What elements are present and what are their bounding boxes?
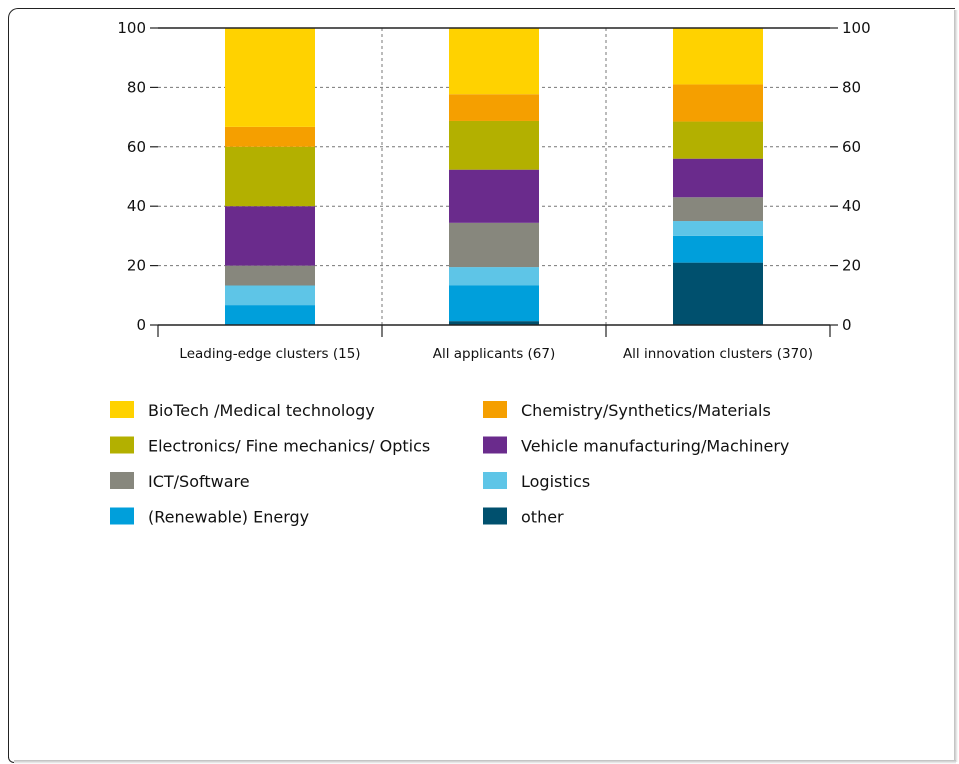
legend-label-ict-software: ICT/Software (148, 472, 250, 491)
legend-swatch-vehicle-manufacturing-machinery (483, 436, 507, 454)
legend-label-logistics: Logistics (521, 472, 590, 491)
y-tick-label-right-80: 80 (842, 78, 861, 96)
bar-segment-3-biotech-medical-technology (673, 28, 763, 85)
legend-swatch-electronics-fine-mechanics-optics (110, 436, 134, 454)
bar-segment-1-vehicle-manufacturing-machinery (225, 206, 315, 266)
legend-label-electronics-fine-mechanics-optics: Electronics/ Fine mechanics/ Optics (148, 437, 430, 456)
frame-shadow-bottom (14, 760, 956, 764)
bar-segment-3-ict-software (673, 197, 763, 222)
axes (157, 27, 831, 337)
bar-segment-2-biotech-medical-technology (449, 28, 539, 95)
bar-segment-2-other (449, 321, 539, 325)
y-tick-label-left-100: 100 (117, 19, 146, 37)
x-category-label-2: All applicants (67) (433, 346, 556, 362)
x-category-label-3: All innovation clusters (370) (623, 346, 813, 362)
y-tick-label-right-60: 60 (842, 138, 861, 156)
bar-segment-1-biotech-medical-technology (225, 28, 315, 127)
legend-swatch-chemistry-synthetics-materials (483, 401, 507, 418)
figure-frame (8, 8, 955, 758)
bars (225, 28, 763, 325)
legend-swatch-ict-software (110, 472, 134, 489)
y-tick-label-left-60: 60 (127, 138, 146, 156)
legend-label-vehicle-manufacturing-machinery: Vehicle manufacturing/Machinery (521, 437, 789, 456)
y-tick-label-left-20: 20 (127, 257, 146, 275)
y-tick-label-left-40: 40 (127, 197, 146, 215)
legend-label-other: other (521, 508, 564, 527)
y-tick-label-right-100: 100 (842, 19, 871, 37)
y-tick-label-left-0: 0 (136, 316, 146, 334)
bar-segment-2-renewable-energy (449, 285, 539, 322)
x-axis-categories: Leading-edge clusters (15) All applicants… (179, 346, 813, 362)
y-tick-label-right-20: 20 (842, 257, 861, 275)
legend-swatch-logistics (483, 472, 507, 489)
y-tick-label-right-0: 0 (842, 316, 852, 334)
legend-label-biotech-medical-technology: BioTech /Medical technology (148, 401, 375, 420)
bar-segment-3-logistics (673, 221, 763, 236)
bar-segment-1-renewable-energy (225, 305, 315, 325)
y-tick-label-right-40: 40 (842, 197, 861, 215)
bar-segment-3-other (673, 262, 763, 325)
bar-segment-1-chemistry-synthetics-materials (225, 126, 315, 147)
bar-segment-2-electronics-fine-mechanics-optics (449, 120, 539, 170)
frame-shadow-right (954, 10, 958, 762)
y-tick-label-left-80: 80 (127, 78, 146, 96)
bar-segment-3-chemistry-synthetics-materials (673, 84, 763, 122)
bar-segment-1-logistics (225, 285, 315, 306)
legend-label-chemistry-synthetics-materials: Chemistry/Synthetics/Materials (521, 401, 771, 420)
bar-segment-1-electronics-fine-mechanics-optics (225, 146, 315, 207)
legend-swatch-biotech-medical-technology (110, 401, 134, 418)
bar-segment-2-logistics (449, 267, 539, 286)
legend-label-renewable-energy: (Renewable) Energy (148, 508, 309, 527)
bar-segment-1-ict-software (225, 265, 315, 286)
y-axis-right-ticks: 0 20 40 60 80 100 (830, 19, 871, 334)
legend-swatch-renewable-energy (110, 507, 134, 525)
legend-swatch-other (483, 507, 507, 525)
bar-segment-3-vehicle-manufacturing-machinery (673, 158, 763, 198)
bar-segment-2-vehicle-manufacturing-machinery (449, 169, 539, 223)
bar-segment-3-electronics-fine-mechanics-optics (673, 121, 763, 159)
bar-segment-2-chemistry-synthetics-materials (449, 94, 539, 121)
bar-segment-3-renewable-energy (673, 235, 763, 263)
bar-segment-2-ict-software (449, 222, 539, 268)
y-axis-left-ticks: 0 20 40 60 80 100 (117, 19, 158, 334)
x-category-label-1: Leading-edge clusters (15) (179, 346, 360, 362)
legend: BioTech /Medical technology Chemistry/Syn… (110, 401, 789, 527)
